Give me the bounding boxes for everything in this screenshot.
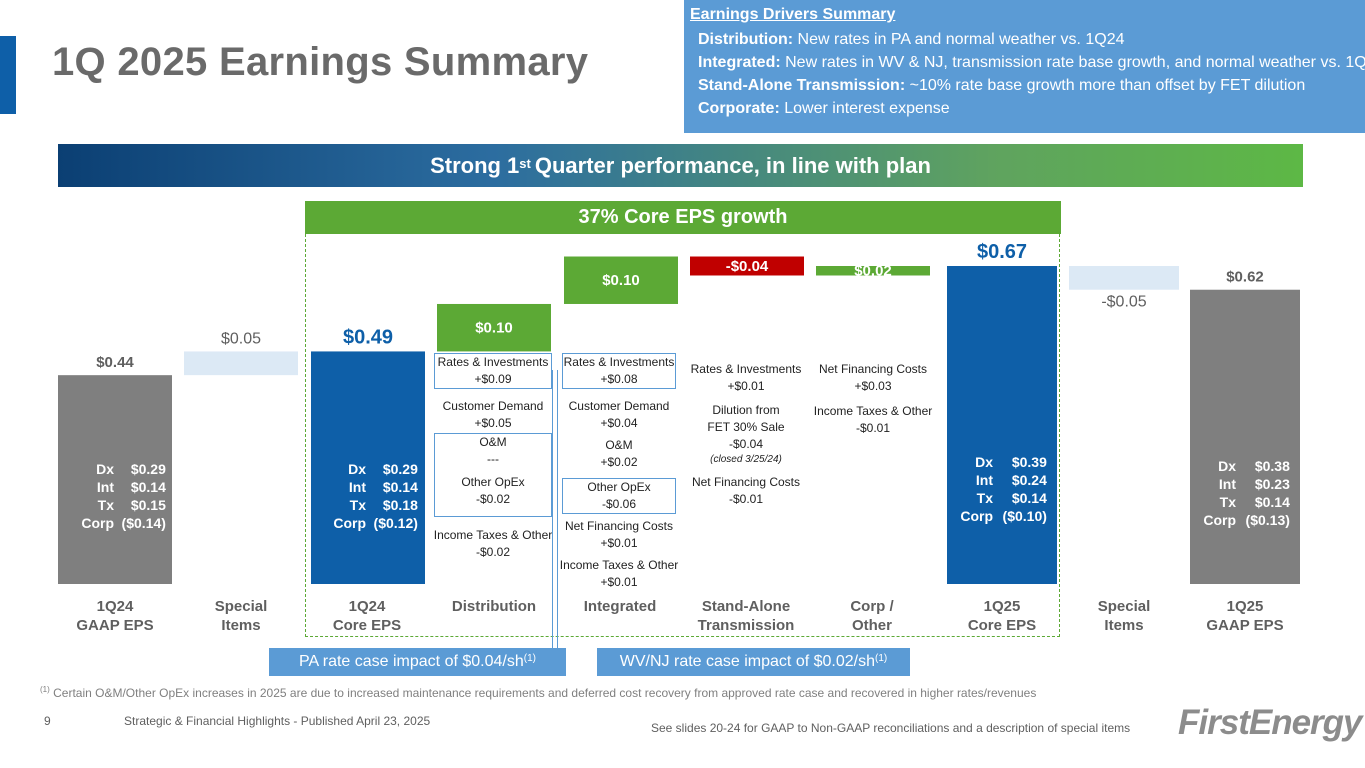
segments-1q25-core: Dx $0.39 Int $0.24 Tx $0.14 Corp ($0.10) <box>960 454 1047 524</box>
bar-6 <box>816 266 930 276</box>
earnings-drivers-panel: Earnings Drivers Summary Distribution: N… <box>684 0 1365 133</box>
value-label-7: $0.67 <box>977 241 1027 263</box>
value-label-3: $0.10 <box>475 320 513 337</box>
distribution-om-opex-note: O&M --- Other OpEx -$0.02 <box>434 433 552 517</box>
bar-0 <box>58 375 172 584</box>
category-label-special-items-2: Special Items <box>1097 598 1151 634</box>
category-label-transmission: Stand-Alone Transmission <box>697 598 795 634</box>
pa-connector-line <box>552 370 553 650</box>
segments-1q24-gaap: Dx $0.29 Int $0.14 Tx $0.15 Corp ($0.14) <box>81 461 166 531</box>
category-label-corp-other: Corp / Other <box>850 598 894 634</box>
driver-integrated: Integrated: New rates in WV & NJ, transm… <box>698 54 1365 71</box>
corp-financing-note: Net Financing Costs +$0.03 <box>818 362 928 393</box>
core-eps-growth-header: 37% Core EPS growth <box>305 201 1061 234</box>
category-label-integrated: Integrated <box>583 598 657 615</box>
category-label-special-items: Special Items <box>214 598 268 634</box>
reconciliation-note: See slides 20-24 for GAAP to Non-GAAP re… <box>651 721 1131 735</box>
category-label-1q25-gaap: 1Q25 GAAP EPS <box>1206 598 1284 634</box>
value-label-6: $0.02 <box>854 263 892 280</box>
transmission-rates-note: Rates & Investments +$0.01 <box>690 362 802 393</box>
value-label-2: $0.49 <box>343 326 393 348</box>
pa-rate-case-callout: PA rate case impact of $0.04/sh (1) <box>269 648 566 676</box>
integrated-om-note: O&M +$0.02 <box>600 438 638 469</box>
value-label-8: -$0.05 <box>1101 294 1146 311</box>
page-title: 1Q 2025 Earnings Summary <box>52 40 589 84</box>
wvnj-rate-case-callout: WV/NJ rate case impact of $0.02/sh (1) <box>597 648 910 676</box>
value-label-0: $0.44 <box>96 354 134 371</box>
category-label-1q24-gaap: 1Q24 GAAP EPS <box>76 598 154 634</box>
distribution-demand-note: Customer Demand +$0.05 <box>442 399 544 430</box>
driver-corporate: Corporate: Lower interest expense <box>698 100 950 117</box>
bar-9 <box>1190 289 1300 584</box>
footnote: (1) Certain O&M/Other OpEx increases in … <box>40 685 1037 700</box>
corp-tax-note: Income Taxes & Other -$0.01 <box>813 404 933 435</box>
bar-4 <box>564 256 678 304</box>
category-label-distribution: Distribution <box>451 598 537 615</box>
value-label-5: -$0.04 <box>726 258 769 275</box>
bar-8 <box>1069 266 1179 290</box>
transmission-dilution-note: Dilution from FET 30% Sale -$0.04 (closed … <box>707 403 785 465</box>
wvnj-connector-line <box>557 370 558 650</box>
integrated-demand-note: Customer Demand +$0.04 <box>568 399 670 430</box>
integrated-tax-note: Income Taxes & Other +$0.01 <box>559 558 679 589</box>
value-label-4: $0.10 <box>602 272 640 289</box>
page-number: 9 <box>44 714 51 728</box>
waterfall-chart: $0.44 $0.05 $0.49 $0.10 $0.10 -$0.04 $0.02 $0.6… <box>58 241 1300 584</box>
transmission-financing-note: Net Financing Costs -$0.01 <box>691 475 801 506</box>
segments-1q25-gaap: Dx $0.38 Int $0.23 Tx $0.14 Corp ($0.13) <box>1203 458 1290 528</box>
distribution-rates-note: Rates & Investments +$0.09 <box>434 353 552 389</box>
title-accent-bar <box>0 36 16 114</box>
driver-distribution: Distribution: New rates in PA and normal… <box>698 31 1125 48</box>
firstenergy-logo: FirstEnergy <box>1178 703 1362 742</box>
bar-2 <box>311 351 425 584</box>
source-line: Strategic & Financial Highlights - Publi… <box>124 714 431 728</box>
integrated-opex-note: Other OpEx -$0.06 <box>562 478 676 514</box>
bar-7 <box>947 266 1057 584</box>
category-label-1q24-core: 1Q24 Core EPS <box>332 598 402 634</box>
category-label-1q25-core: 1Q25 Core EPS <box>967 598 1037 634</box>
segments-1q24-core: Dx $0.29 Int $0.14 Tx $0.18 Corp ($0.12) <box>333 461 418 531</box>
bar-1 <box>184 351 298 376</box>
driver-transmission: Stand-Alone Transmission: ~10% rate base… <box>698 77 1306 94</box>
value-label-1: $0.05 <box>221 330 261 347</box>
value-label-9: $0.62 <box>1226 269 1264 286</box>
integrated-rates-note: Rates & Investments +$0.08 <box>562 353 676 389</box>
bar-5 <box>690 256 804 276</box>
drivers-heading: Earnings Drivers Summary <box>690 6 896 23</box>
core-eps-bridge-outline <box>305 234 1060 637</box>
integrated-financing-note: Net Financing Costs +$0.01 <box>564 519 674 550</box>
bar-3 <box>437 303 551 352</box>
distribution-tax-note: Income Taxes & Other -$0.02 <box>433 528 553 559</box>
